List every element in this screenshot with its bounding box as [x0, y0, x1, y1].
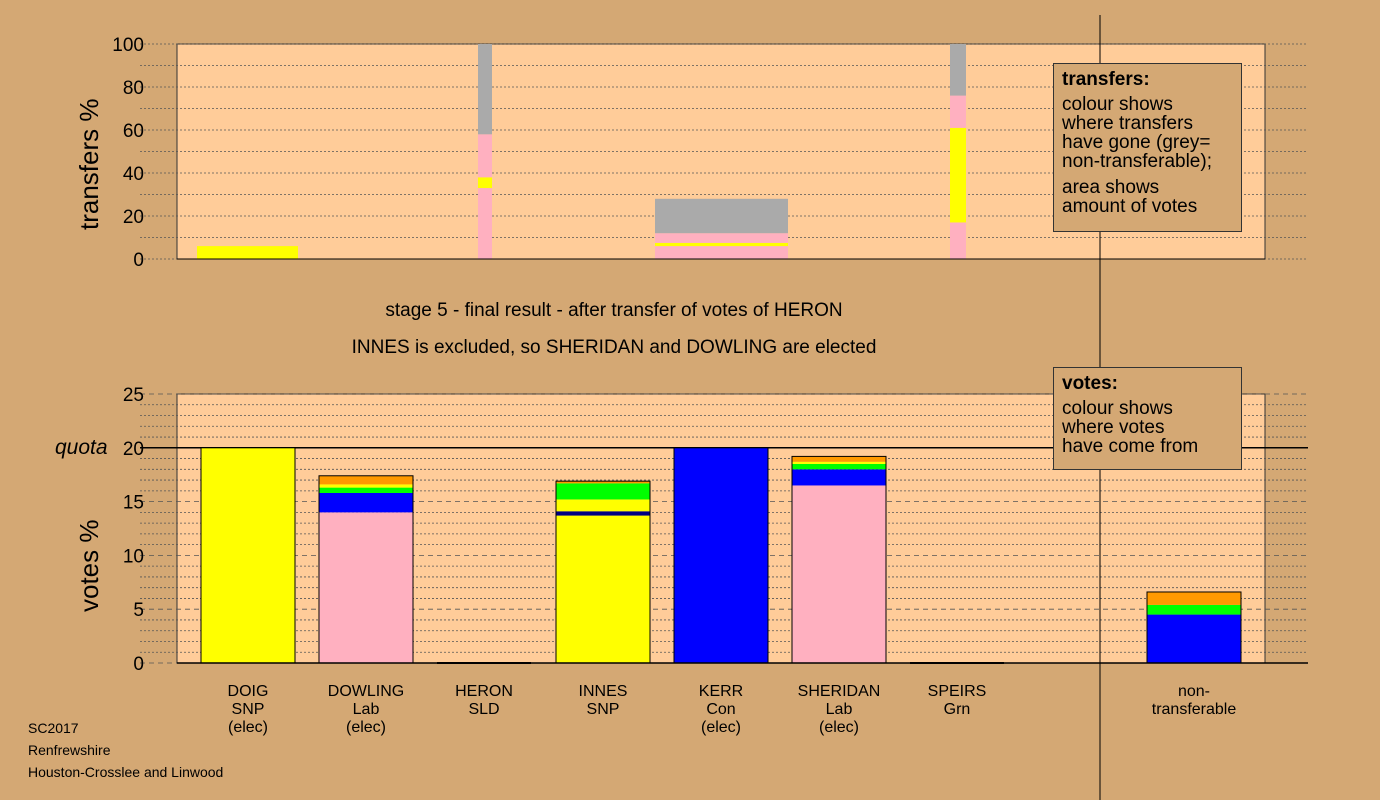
vote-segment [319, 487, 413, 493]
footer-ward: Houston-Crosslee and Linwood [28, 764, 224, 780]
stage-subtitle: INNES is excluded, so SHERIDAN and DOWLI… [351, 337, 877, 358]
votes-legend-heading: votes: [1062, 373, 1118, 394]
nontransferable-line2: transferable [1151, 701, 1237, 718]
votes-tick-label: 25 [123, 385, 144, 406]
transfers-tick-label: 100 [112, 35, 144, 56]
candidate-party: Lab [825, 701, 853, 718]
candidate-party: Grn [943, 701, 971, 718]
nontransferable-line1: non- [1177, 683, 1211, 700]
transfers-axis-label: transfers % [74, 98, 104, 231]
transfers-tick-label: 60 [123, 121, 144, 142]
legend-line: have gone (grey= [1062, 132, 1211, 153]
candidate-label-heron: HERON SLD [429, 683, 539, 719]
vote-segment [556, 511, 650, 516]
candidate-label-kerr: KERR Con (elec) [666, 683, 776, 737]
votes-tick-label: 20 [123, 439, 144, 460]
transfer-segment [655, 198, 788, 234]
transfer-segment [950, 127, 966, 223]
transfer-segment [655, 242, 788, 247]
vote-segment [319, 492, 413, 513]
legend-line: colour shows [1062, 398, 1173, 419]
transfer-segment [197, 246, 298, 259]
legend-line: amount of votes [1062, 196, 1198, 217]
candidate-party: SNP [231, 701, 265, 718]
vote-segment [1147, 591, 1241, 605]
candidate-name: INNES [578, 683, 628, 700]
candidate-status: (elec) [227, 719, 268, 736]
candidate-name: SHERIDAN [797, 683, 881, 700]
vote-segment [556, 499, 650, 512]
votes-legend: votes: colour shows where votes have com… [1053, 367, 1242, 470]
candidate-label-speirs: SPEIRS Grn [902, 683, 1012, 719]
transfer-segment [478, 188, 492, 259]
votes-tick-label: 10 [123, 546, 144, 567]
candidate-label-dowling: DOWLING Lab (elec) [311, 683, 421, 737]
candidate-label-sheridan: SHERIDAN Lab (elec) [784, 683, 894, 737]
transfers-tick-label: 20 [123, 207, 144, 228]
vote-segment [556, 515, 650, 663]
vote-segment [556, 483, 650, 500]
candidate-party: SNP [586, 701, 620, 718]
candidate-label-innes: INNES SNP [548, 683, 658, 719]
transfer-segment [478, 177, 492, 189]
votes-tick-label: 0 [133, 654, 144, 675]
votes-tick-label: 5 [133, 600, 144, 621]
vote-segment [792, 485, 886, 663]
vote-segment [1147, 614, 1241, 663]
vote-segment [674, 447, 768, 663]
vote-segment [792, 463, 886, 470]
transfer-segment [950, 95, 966, 128]
candidate-name: KERR [698, 683, 744, 700]
vote-segment [556, 481, 650, 484]
candidate-party: Con [706, 701, 736, 718]
vote-segment [792, 461, 886, 464]
footer-council: Renfrewshire [28, 742, 111, 758]
vote-segment [792, 469, 886, 486]
vote-segment [319, 475, 413, 485]
transfer-segment [950, 44, 966, 96]
transfer-segment [655, 233, 788, 243]
vote-segment [792, 456, 886, 462]
stage-title: stage 5 - final result - after transfer … [385, 300, 843, 321]
candidate-party: Lab [352, 701, 380, 718]
candidate-label-doig: DOIG SNP (elec) [193, 683, 303, 737]
transfers-legend: transfers: colour shows where transfers … [1053, 63, 1242, 232]
votes-axis-label: votes % [74, 519, 104, 613]
transfers-legend-heading: transfers: [1062, 69, 1150, 90]
legend-line: colour shows [1062, 94, 1173, 115]
transfer-segment [478, 44, 492, 135]
candidate-name: DOWLING [327, 683, 405, 700]
legend-line: non-transferable); [1062, 151, 1212, 172]
legend-line: where transfers [1062, 113, 1193, 134]
vote-segment [201, 447, 295, 663]
candidate-name: HERON [455, 683, 513, 700]
footer-election: SC2017 [28, 720, 79, 736]
legend-line: where votes [1062, 417, 1165, 438]
votes-tick-label: 15 [123, 493, 144, 514]
vote-segment [1147, 604, 1241, 615]
vote-segment [319, 512, 413, 663]
transfer-segment [655, 246, 788, 259]
candidate-name: DOIG [227, 683, 269, 700]
quota-label: quota [55, 436, 108, 459]
legend-line: have come from [1062, 436, 1199, 457]
vote-segment [319, 484, 413, 488]
transfers-tick-label: 40 [123, 164, 144, 185]
candidate-status: (elec) [700, 719, 741, 736]
transfers-tick-label: 0 [133, 250, 144, 271]
candidate-status: (elec) [345, 719, 386, 736]
nontransferable-label: non- transferable [1139, 683, 1249, 719]
candidate-name: SPEIRS [927, 683, 987, 700]
candidate-party: SLD [468, 701, 500, 718]
legend-line: area shows [1062, 177, 1160, 198]
transfers-tick-label: 80 [123, 78, 144, 99]
transfer-segment [478, 134, 492, 178]
candidate-status: (elec) [818, 719, 859, 736]
transfer-segment [950, 222, 966, 259]
